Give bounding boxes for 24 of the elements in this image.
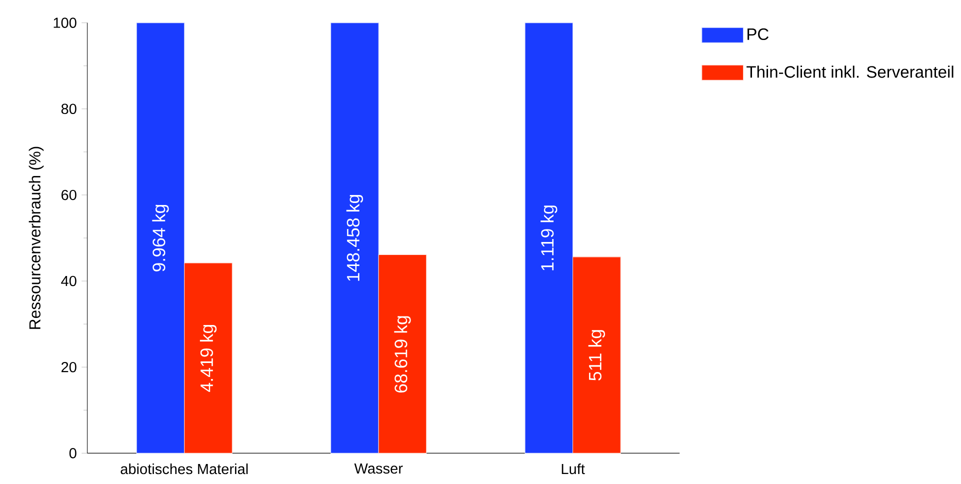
x-tick-label: Luft <box>562 464 585 474</box>
bar <box>136 22 185 454</box>
y-tick-label: 60 <box>62 190 76 200</box>
bar <box>184 262 232 454</box>
y-tick-label: 20 <box>62 362 76 372</box>
x-tick-label: Wasser <box>354 464 403 474</box>
bar <box>572 256 621 454</box>
bar <box>378 254 427 454</box>
annotation: 1.119 kg <box>540 206 558 270</box>
annotation: 511 kg <box>588 330 606 381</box>
bar <box>524 22 574 454</box>
y-tick-label: 100 <box>54 18 76 28</box>
x-tick-label: abiotisches Material <box>120 464 248 474</box>
annotation: 9.964 kg <box>152 204 169 272</box>
bar <box>330 22 379 454</box>
y-tick-label: 40 <box>61 276 76 286</box>
y-tick-label: 80 <box>61 104 76 114</box>
annotation: 148.458 kg <box>346 195 364 281</box>
annotation: 68.619 kg <box>394 316 411 393</box>
legend-label: PC <box>748 28 769 40</box>
y-tick-label: 0 <box>69 448 76 458</box>
annotation: 4.419 kg <box>200 325 217 392</box>
y-axis-title: Ressourcenverbrauch (%) <box>28 146 44 329</box>
legend-label: Thin-Client inkl. Serveranteil <box>746 66 954 78</box>
